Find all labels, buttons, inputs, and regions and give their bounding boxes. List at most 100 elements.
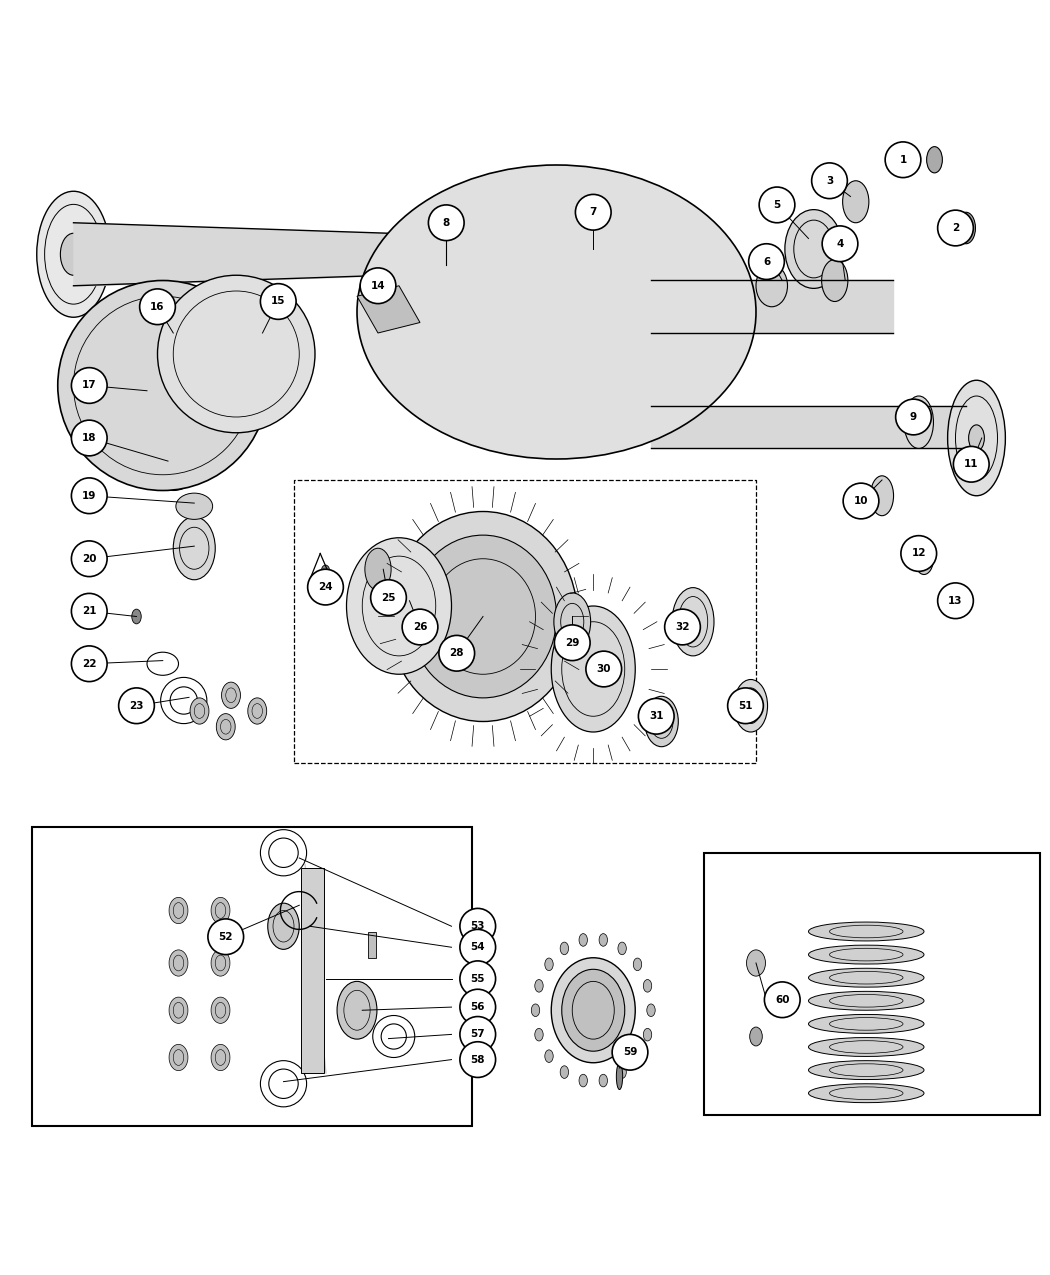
Text: 2: 2 (952, 223, 959, 233)
Circle shape (812, 163, 847, 199)
Circle shape (822, 226, 858, 261)
Text: 7: 7 (589, 208, 597, 217)
Ellipse shape (169, 898, 188, 923)
Circle shape (938, 210, 973, 246)
Ellipse shape (647, 1003, 655, 1016)
Text: 60: 60 (775, 994, 790, 1005)
Text: 26: 26 (413, 622, 427, 632)
Text: 28: 28 (449, 648, 464, 658)
Ellipse shape (143, 390, 151, 402)
Ellipse shape (560, 1066, 569, 1079)
Circle shape (612, 1034, 648, 1070)
Ellipse shape (947, 380, 1006, 496)
Ellipse shape (337, 982, 377, 1039)
Ellipse shape (616, 1063, 623, 1090)
Text: 57: 57 (470, 1029, 485, 1039)
Circle shape (575, 194, 611, 229)
Ellipse shape (633, 1049, 642, 1062)
Circle shape (119, 688, 154, 724)
Ellipse shape (644, 1029, 652, 1040)
Circle shape (901, 536, 937, 571)
Circle shape (71, 367, 107, 403)
Ellipse shape (957, 212, 975, 244)
Ellipse shape (808, 968, 924, 987)
Ellipse shape (531, 1003, 540, 1016)
Text: 53: 53 (470, 922, 485, 931)
FancyBboxPatch shape (301, 868, 324, 1074)
Text: 9: 9 (910, 412, 917, 422)
Ellipse shape (644, 979, 652, 992)
Ellipse shape (870, 476, 894, 515)
Text: 1: 1 (900, 154, 906, 164)
Circle shape (885, 142, 921, 177)
Ellipse shape (750, 1028, 762, 1046)
Circle shape (460, 1042, 496, 1077)
Text: 30: 30 (596, 664, 611, 674)
Text: 8: 8 (443, 218, 449, 228)
Circle shape (402, 609, 438, 645)
Text: 29: 29 (565, 638, 580, 648)
Text: 4: 4 (836, 238, 844, 249)
Ellipse shape (672, 588, 714, 655)
Circle shape (586, 652, 622, 687)
Text: 5: 5 (774, 200, 780, 210)
Ellipse shape (131, 609, 141, 623)
Text: 56: 56 (470, 1002, 485, 1012)
Ellipse shape (147, 360, 178, 412)
Circle shape (759, 187, 795, 223)
Ellipse shape (808, 1015, 924, 1033)
Ellipse shape (562, 969, 625, 1051)
Ellipse shape (915, 543, 933, 575)
Circle shape (371, 580, 406, 616)
Ellipse shape (926, 147, 943, 173)
Text: 52: 52 (218, 932, 233, 942)
Circle shape (360, 268, 396, 303)
Ellipse shape (617, 942, 626, 955)
Text: 51: 51 (738, 701, 753, 710)
Ellipse shape (968, 425, 985, 451)
Text: 19: 19 (82, 491, 97, 501)
Text: 14: 14 (371, 280, 385, 291)
Circle shape (140, 289, 175, 325)
Text: 24: 24 (318, 583, 333, 592)
Ellipse shape (579, 1075, 587, 1086)
Ellipse shape (169, 1044, 188, 1071)
Ellipse shape (169, 950, 188, 977)
Ellipse shape (534, 1029, 543, 1040)
Ellipse shape (821, 260, 848, 301)
Ellipse shape (600, 1075, 608, 1086)
Ellipse shape (808, 922, 924, 941)
Circle shape (460, 908, 496, 944)
Ellipse shape (808, 1038, 924, 1057)
Text: 32: 32 (675, 622, 690, 632)
FancyBboxPatch shape (368, 932, 376, 958)
Text: 25: 25 (381, 593, 396, 603)
Ellipse shape (37, 191, 110, 317)
Ellipse shape (211, 1044, 230, 1071)
Circle shape (460, 961, 496, 997)
Ellipse shape (365, 548, 391, 590)
Circle shape (71, 421, 107, 456)
Ellipse shape (551, 958, 635, 1063)
Text: 58: 58 (470, 1054, 485, 1065)
Circle shape (71, 593, 107, 629)
Ellipse shape (268, 903, 299, 950)
Circle shape (71, 646, 107, 682)
Ellipse shape (551, 606, 635, 732)
Ellipse shape (410, 536, 556, 697)
Ellipse shape (842, 181, 869, 223)
Circle shape (71, 478, 107, 514)
Circle shape (554, 625, 590, 660)
Ellipse shape (904, 397, 933, 449)
Text: 16: 16 (150, 302, 165, 312)
Text: 11: 11 (964, 459, 979, 469)
Ellipse shape (211, 997, 230, 1024)
Ellipse shape (216, 714, 235, 740)
Ellipse shape (545, 1049, 553, 1062)
Ellipse shape (617, 1066, 626, 1079)
Circle shape (260, 283, 296, 319)
Ellipse shape (808, 1061, 924, 1080)
Text: 15: 15 (271, 297, 286, 306)
Circle shape (460, 1016, 496, 1052)
Ellipse shape (173, 516, 215, 580)
